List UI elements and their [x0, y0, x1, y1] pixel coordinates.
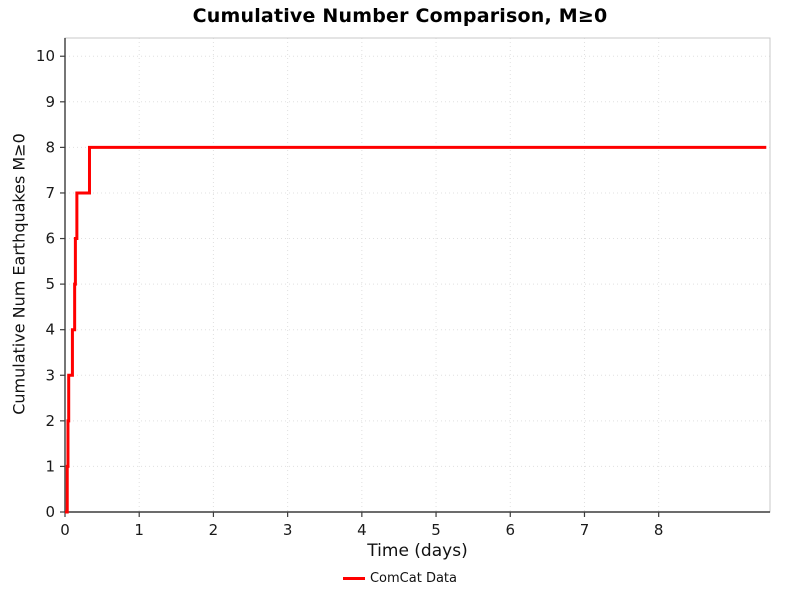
y-tick-label: 4 [45, 321, 55, 339]
x-tick-label: 7 [580, 521, 590, 539]
x-tick-label: 2 [209, 521, 219, 539]
legend: ComCat Data [0, 571, 800, 586]
legend-label: ComCat Data [369, 571, 457, 586]
y-tick-label: 0 [45, 503, 55, 521]
x-tick-label: 8 [654, 521, 664, 539]
y-tick-label: 3 [45, 366, 55, 384]
y-tick-label: 8 [45, 138, 55, 156]
x-tick-label: 6 [505, 521, 515, 539]
x-tick-label: 3 [283, 521, 293, 539]
y-tick-label: 6 [45, 230, 55, 248]
legend-line-swatch [342, 577, 365, 580]
x-tick-label: 1 [134, 521, 144, 539]
y-tick-label: 5 [45, 275, 55, 293]
chart-title: Cumulative Number Comparison, M≥0 [192, 5, 608, 27]
x-tick-label: 4 [357, 521, 367, 539]
x-axis-label: Time (days) [367, 541, 468, 561]
plot-border [64, 37, 771, 513]
y-tick-label: 10 [36, 47, 55, 65]
y-tick-label: 2 [45, 412, 55, 430]
y-tick-label: 9 [45, 93, 55, 111]
x-tick-label: 0 [60, 521, 70, 539]
x-tick-label: 5 [431, 521, 441, 539]
series-line-comcat-data [65, 145, 767, 514]
y-tick-label: 7 [45, 184, 55, 202]
y-tick-label: 1 [45, 457, 55, 475]
